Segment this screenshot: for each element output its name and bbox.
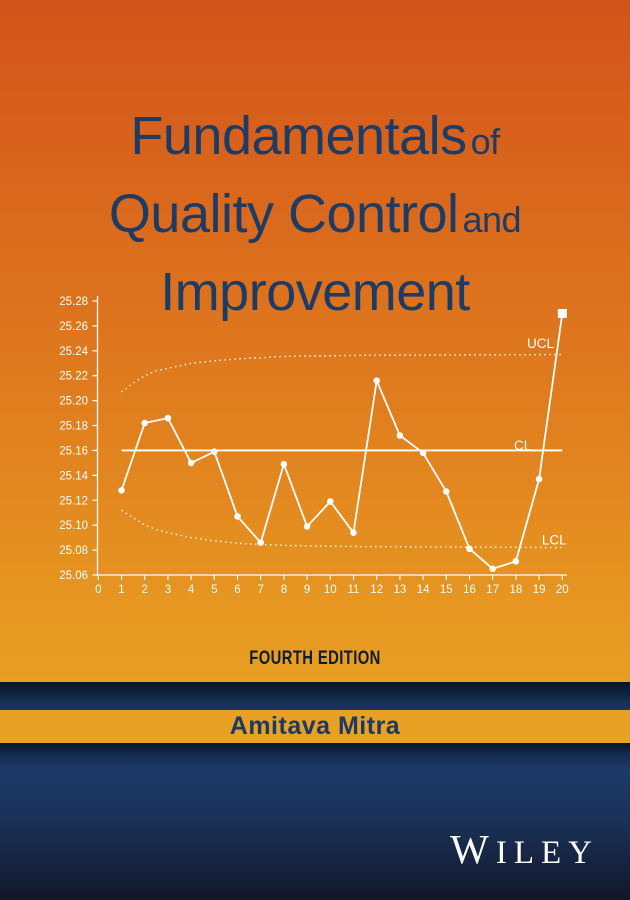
- data-point: [466, 545, 473, 553]
- data-point: [512, 557, 520, 565]
- x-tick-label: 18: [510, 584, 523, 596]
- data-point: [234, 513, 241, 520]
- y-tick-label: 25.26: [59, 321, 88, 333]
- x-tick-label: 1: [118, 584, 124, 596]
- data-point: [373, 377, 381, 385]
- title-line1-main: Fundamentals: [130, 106, 467, 166]
- x-tick-label: 8: [281, 584, 287, 596]
- title-line-3: Improvement: [0, 260, 630, 338]
- y-tick-label: 25.18: [59, 421, 88, 433]
- publisher-logo: WILEY: [450, 826, 599, 872]
- y-tick-label: 25.06: [59, 570, 88, 582]
- lcl-label: LCL: [542, 533, 567, 548]
- x-tick-label: 13: [394, 584, 407, 596]
- author-band: Amitava Mitra: [0, 710, 630, 743]
- x-tick-label: 7: [257, 584, 263, 596]
- x-tick-label: 4: [188, 584, 195, 596]
- x-tick-label: 5: [211, 584, 217, 596]
- y-tick-label: 25.12: [59, 495, 88, 507]
- x-tick-label: 17: [486, 584, 499, 596]
- y-tick-label: 25.28: [59, 296, 88, 308]
- publisher-panel: [0, 743, 630, 900]
- title-line1-small: of: [470, 121, 501, 162]
- title-line2-main: Quality Control: [108, 184, 459, 244]
- y-tick-label: 25.20: [59, 396, 88, 408]
- data-point: [280, 460, 288, 468]
- x-tick-label: 19: [533, 584, 546, 596]
- author-name: Amitava Mitra: [229, 712, 401, 740]
- x-tick-label: 2: [141, 584, 147, 596]
- x-tick-label: 20: [556, 584, 569, 596]
- y-tick-label: 25.22: [59, 371, 88, 383]
- x-tick-label: 11: [348, 584, 360, 596]
- data-point: [489, 565, 497, 573]
- ucl-curve: [121, 353, 563, 393]
- data-point: [211, 448, 218, 455]
- edition-label: FOURTH EDITION: [249, 648, 381, 669]
- x-tick-label: 15: [440, 584, 453, 596]
- title-line2-small: and: [462, 199, 522, 240]
- title-line3-main: Improvement: [160, 262, 470, 322]
- x-tick-label: 12: [370, 584, 383, 596]
- book-title: Fundamentals of Quality Control and Impr…: [0, 104, 630, 338]
- data-series-line: [120, 313, 564, 570]
- data-point: [187, 459, 195, 467]
- data-point: [396, 432, 404, 439]
- lcl-curve: [121, 509, 563, 549]
- data-point-square: [557, 308, 567, 318]
- control-chart: 25.06 25.08 25.10 25.12 25.14 25.16 25.18 25.20…: [59, 296, 569, 596]
- cl-label: CL: [514, 438, 532, 453]
- y-tick-label: 25.24: [59, 346, 88, 358]
- data-point: [535, 475, 543, 483]
- x-tick-label: 16: [463, 584, 476, 596]
- data-point: [257, 539, 265, 546]
- data-point: [327, 498, 334, 505]
- ucl-label: UCL: [527, 336, 554, 351]
- x-tick-label: 10: [324, 584, 337, 596]
- x-tick-label: 0: [95, 584, 101, 596]
- data-point: [419, 449, 427, 457]
- y-tick-label: 25.14: [59, 470, 88, 482]
- divider-band: [0, 682, 630, 710]
- data-point: [303, 523, 311, 530]
- data-point: [350, 529, 357, 536]
- y-tick-label: 25.16: [59, 445, 88, 457]
- x-tick-label: 9: [304, 584, 310, 596]
- cover-top-section: Fundamentals of Quality Control and Impr…: [0, 0, 630, 682]
- data-point: [443, 488, 450, 495]
- x-tick-label: 6: [234, 584, 240, 596]
- data-point: [164, 414, 172, 422]
- x-tick-label: 14: [417, 584, 430, 596]
- y-tick-label: 25.10: [59, 520, 88, 532]
- data-point: [118, 487, 125, 494]
- y-tick-label: 25.08: [59, 545, 88, 557]
- title-line-2: Quality Control and: [0, 182, 630, 260]
- data-point: [141, 419, 148, 427]
- x-tick-label: 3: [165, 584, 171, 596]
- title-line-1: Fundamentals of: [0, 104, 630, 182]
